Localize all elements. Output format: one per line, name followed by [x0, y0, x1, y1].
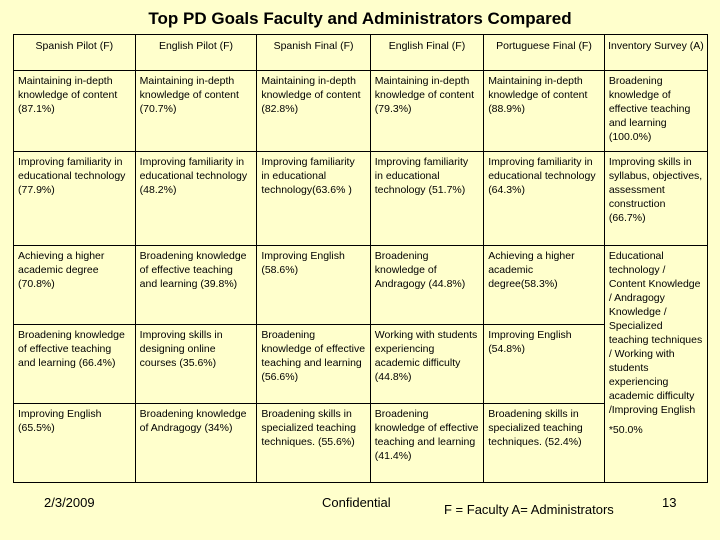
table-cell: Improving familiarity in educational tec…	[13, 151, 136, 246]
table-cell: Maintaining in-depth knowledge of conten…	[483, 70, 605, 152]
table-row: Maintaining in-depth knowledge of conten…	[13, 70, 709, 152]
column-header: English Pilot (F)	[134, 34, 258, 71]
table-cell: Broadening knowledge of effective teachi…	[134, 245, 258, 325]
table-cell: Broadening skills in specialized teachin…	[483, 403, 605, 483]
table-cell: Broadening knowledge of Andragogy (34%)	[134, 403, 258, 483]
merged-summary-text: Educational technology / Content Knowled…	[608, 250, 703, 416]
table-cell: Achieving a higher academic degree (70.8…	[13, 245, 136, 325]
footer-date: 2/3/2009	[44, 495, 95, 510]
table-row: Improving English (65.5%) Broadening kno…	[13, 403, 708, 483]
table-cell: Maintaining in-depth knowledge of conten…	[134, 70, 258, 152]
table-cell: Working with students experiencing acade…	[369, 324, 485, 404]
table-cell: Maintaining in-depth knowledge of conten…	[13, 70, 136, 152]
table-cell: Improving familiarity in educational tec…	[369, 151, 485, 246]
table-cell: Broadening knowledge of effective teachi…	[13, 324, 136, 404]
page-number: 13	[662, 495, 677, 510]
table-cell: Improving skills in syllabus, objectives…	[603, 151, 709, 246]
page-title: Top PD Goals Faculty and Administrators …	[148, 9, 572, 28]
footer-confidential: Confidential	[322, 495, 391, 510]
table-cell: Improving English (65.5%)	[13, 403, 136, 483]
column-header: Portuguese Final (F)	[483, 34, 605, 71]
table-header-row: Spanish Pilot (F) English Pilot (F) Span…	[13, 34, 709, 71]
merged-summary-cell: Educational technology / Content Knowled…	[603, 245, 709, 483]
table-cell: Broadening knowledge of effective teachi…	[369, 403, 485, 483]
table-row: Broadening knowledge of effective teachi…	[13, 324, 708, 404]
table-cell: Broadening knowledge of Andragogy (44.8%…	[369, 245, 485, 325]
merged-summary-note: *50.0%	[608, 424, 643, 436]
table-row: Achieving a higher academic degree (70.8…	[13, 245, 709, 483]
table-cell: Broadening knowledge of effective teachi…	[256, 324, 371, 404]
table-cell: Improving English (54.8%)	[483, 324, 605, 404]
table-cell: Improving English (58.6%)	[256, 245, 371, 325]
column-header: Spanish Pilot (F)	[13, 34, 136, 71]
table-cell: Broadening skills in specialized teachin…	[256, 403, 371, 483]
table-cell: Achieving a higher academic degree(58.3%…	[483, 245, 605, 325]
table-cell: Improving familiarity in educational tec…	[483, 151, 605, 246]
table-cell: Improving familiarity in educational tec…	[256, 151, 371, 246]
column-header: Spanish Final (F)	[256, 34, 371, 71]
column-header: English Final (F)	[369, 34, 485, 71]
table-cell: Maintaining in-depth knowledge of conten…	[256, 70, 371, 152]
table-cell: Improving skills in designing online cou…	[134, 324, 258, 404]
table-cell: Maintaining in-depth knowledge of conten…	[369, 70, 485, 152]
table-cell: Improving familiarity in educational tec…	[134, 151, 258, 246]
table-cell: Broadening knowledge of effective teachi…	[603, 70, 709, 152]
goals-table: Spanish Pilot (F) English Pilot (F) Span…	[13, 34, 709, 483]
footer-legend: F = Faculty A= Administrators	[444, 502, 614, 517]
column-header: Inventory Survey (A)	[603, 34, 709, 71]
table-row: Improving familiarity in educational tec…	[13, 151, 709, 246]
